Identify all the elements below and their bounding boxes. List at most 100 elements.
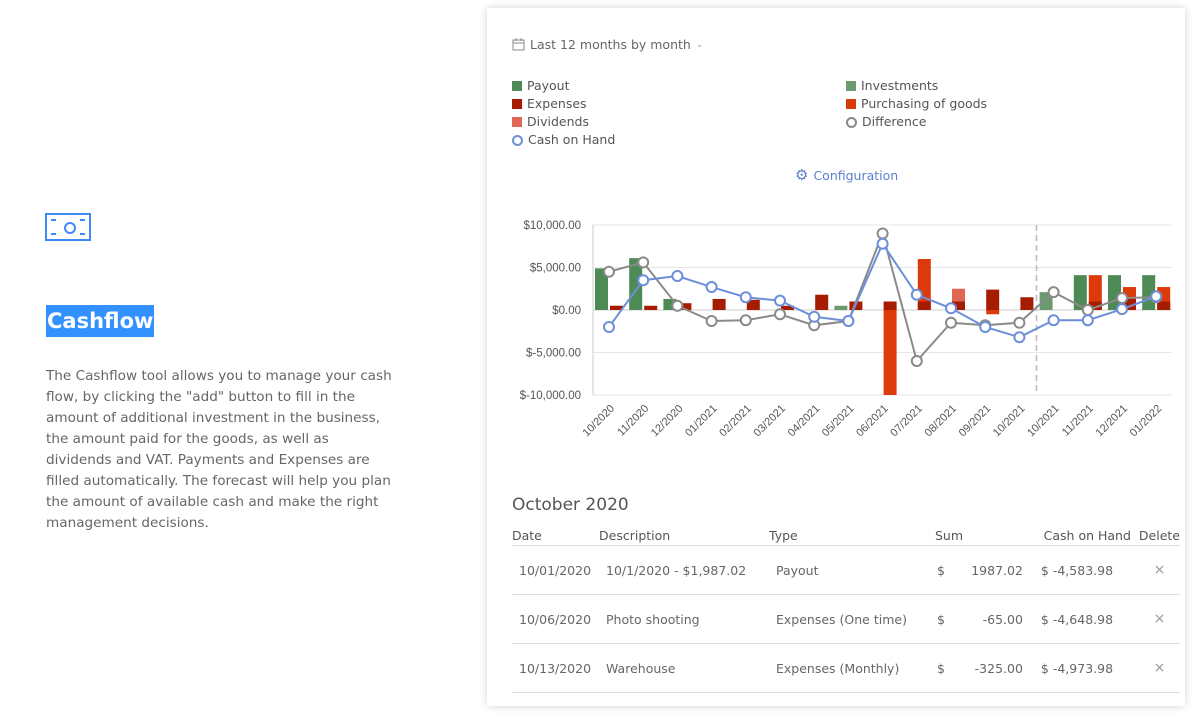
point-cash-on-hand [1116, 303, 1128, 316]
bar-expenses [1157, 301, 1171, 310]
point-difference [910, 355, 923, 367]
y-tick-label: $10,000.00 [523, 220, 581, 232]
point-cash-on-hand [842, 315, 855, 328]
configuration-link[interactable]: ⚙ Configuration [795, 166, 899, 184]
cashflow-chart: $10,000.00 $5,000.00 $0.00 $-5,000.00 $-10,0… [520, 220, 1172, 440]
cell-description: Warehouse [599, 643, 769, 693]
point-difference [671, 299, 684, 312]
transactions-table: Date Description Type Sum Cash on Hand D… [512, 525, 1180, 693]
point-cash-on-hand [774, 294, 786, 307]
table-row: 10/01/2020 10/1/2020 - $1,987.02 Payout … [512, 545, 1180, 595]
cell-cash-on-hand: $ -4,973.98 [1034, 643, 1139, 693]
point-difference [876, 227, 889, 240]
cash-icon [45, 213, 91, 241]
x-tick-label: 10/2021 [991, 403, 1028, 440]
period-label: Last 12 months by month [530, 37, 691, 52]
point-cash-on-hand [979, 321, 992, 333]
page-title: Cashflow [46, 305, 155, 337]
header-date: Date [512, 525, 599, 546]
cell-description: Photo shooting [599, 594, 769, 644]
point-difference [1081, 304, 1094, 316]
cell-currency: $ [935, 545, 957, 595]
y-tick-label: $0.00 [552, 305, 581, 317]
x-tick-label: 11/2020 [615, 403, 651, 439]
bar-expenses [781, 305, 794, 310]
header-description: Description [599, 525, 769, 546]
bar-purchasing [883, 310, 897, 395]
bar-expenses [1020, 297, 1034, 310]
point-difference [637, 256, 650, 269]
point-difference [1047, 286, 1060, 299]
delete-icon[interactable]: × [1138, 643, 1180, 693]
cell-description: 10/1/2020 - $1,987.02 [599, 545, 769, 595]
legend-difference[interactable]: Difference [846, 113, 987, 131]
x-tick-label: 01/2021 [683, 403, 720, 440]
cell-currency: $ [935, 643, 957, 693]
point-cash-on-hand [1047, 314, 1060, 327]
bar-payout [663, 298, 677, 310]
intro-description: The Cashflow tool allows you to manage y… [46, 368, 392, 531]
point-difference [1013, 316, 1026, 329]
cell-date: 10/01/2020 [512, 545, 599, 595]
cell-sum: -65.00 [957, 594, 1035, 644]
bar-expenses [610, 305, 623, 310]
point-cash-on-hand [1013, 331, 1026, 344]
chevron-down-icon: ⌄ [695, 39, 704, 50]
bar-expenses [712, 298, 726, 310]
point-cash-on-hand [1081, 314, 1094, 327]
y-tick-label: $-10,000.00 [520, 390, 581, 402]
x-tick-label: 07/2021 [888, 403, 925, 440]
legend-cash-on-hand[interactable]: Cash on Hand [512, 131, 615, 149]
bar-investments [834, 305, 848, 310]
point-difference [739, 314, 752, 327]
header-cash: Cash on Hand [1034, 525, 1139, 546]
point-difference [1116, 292, 1128, 305]
legend-purchasing[interactable]: Purchasing of goods [846, 95, 987, 113]
bar-expenses [952, 301, 965, 310]
month-title: October 2020 [512, 495, 629, 515]
point-cash-on-hand [671, 270, 684, 282]
legend-dividends[interactable]: Dividends [512, 113, 615, 131]
gear-icon: ⚙ [795, 166, 809, 184]
bar-expenses [1088, 301, 1102, 310]
point-cash-on-hand [739, 291, 752, 304]
legend-right: Investments Purchasing of goods Differen… [846, 77, 987, 131]
legend-expenses[interactable]: Expenses [512, 95, 615, 113]
point-difference [705, 315, 718, 328]
table-row: 10/13/2020 Warehouse Expenses (Monthly) … [512, 643, 1180, 693]
point-cash-on-hand [603, 321, 615, 333]
cell-type: Expenses (One time) [769, 594, 935, 644]
header-sum: Sum [935, 525, 1035, 546]
table-row: 10/06/2020 Photo shooting Expenses (One … [512, 594, 1180, 644]
point-cash-on-hand [1150, 290, 1163, 303]
bar-purchasing [1088, 275, 1102, 310]
cell-date: 10/06/2020 [512, 594, 599, 644]
point-cash-on-hand [910, 288, 923, 301]
x-tick-label: 12/2021 [1094, 403, 1131, 440]
y-tick-label: $-5,000.00 [526, 348, 581, 360]
point-cash-on-hand [705, 281, 718, 294]
x-tick-label: 02/2021 [717, 403, 754, 440]
point-cash-on-hand [945, 302, 957, 315]
bar-payout [629, 258, 643, 310]
bar-dividends [952, 288, 965, 302]
bar-expenses [815, 294, 829, 310]
delete-icon[interactable]: × [1138, 545, 1180, 595]
bar-expenses [746, 299, 760, 310]
x-tick-label: 05/2021 [820, 403, 857, 440]
period-selector[interactable]: Last 12 months by month ⌄ [512, 37, 703, 52]
cell-cash-on-hand: $ -4,648.98 [1034, 594, 1139, 644]
point-cash-on-hand [808, 310, 821, 323]
legend-investments[interactable]: Investments [846, 77, 987, 95]
bar-expenses [986, 289, 1000, 310]
cell-type: Payout [769, 545, 935, 595]
legend-payout[interactable]: Payout [512, 77, 615, 95]
point-cash-on-hand [876, 237, 889, 250]
cell-type: Expenses (Monthly) [769, 643, 935, 693]
x-tick-label: 11/2021 [1060, 403, 1096, 439]
cell-cash-on-hand: $ -4,583.98 [1034, 545, 1139, 595]
x-tick-label: 03/2021 [752, 403, 789, 440]
point-difference [603, 265, 615, 278]
cell-date: 10/13/2020 [512, 643, 599, 693]
delete-icon[interactable]: × [1138, 594, 1180, 644]
